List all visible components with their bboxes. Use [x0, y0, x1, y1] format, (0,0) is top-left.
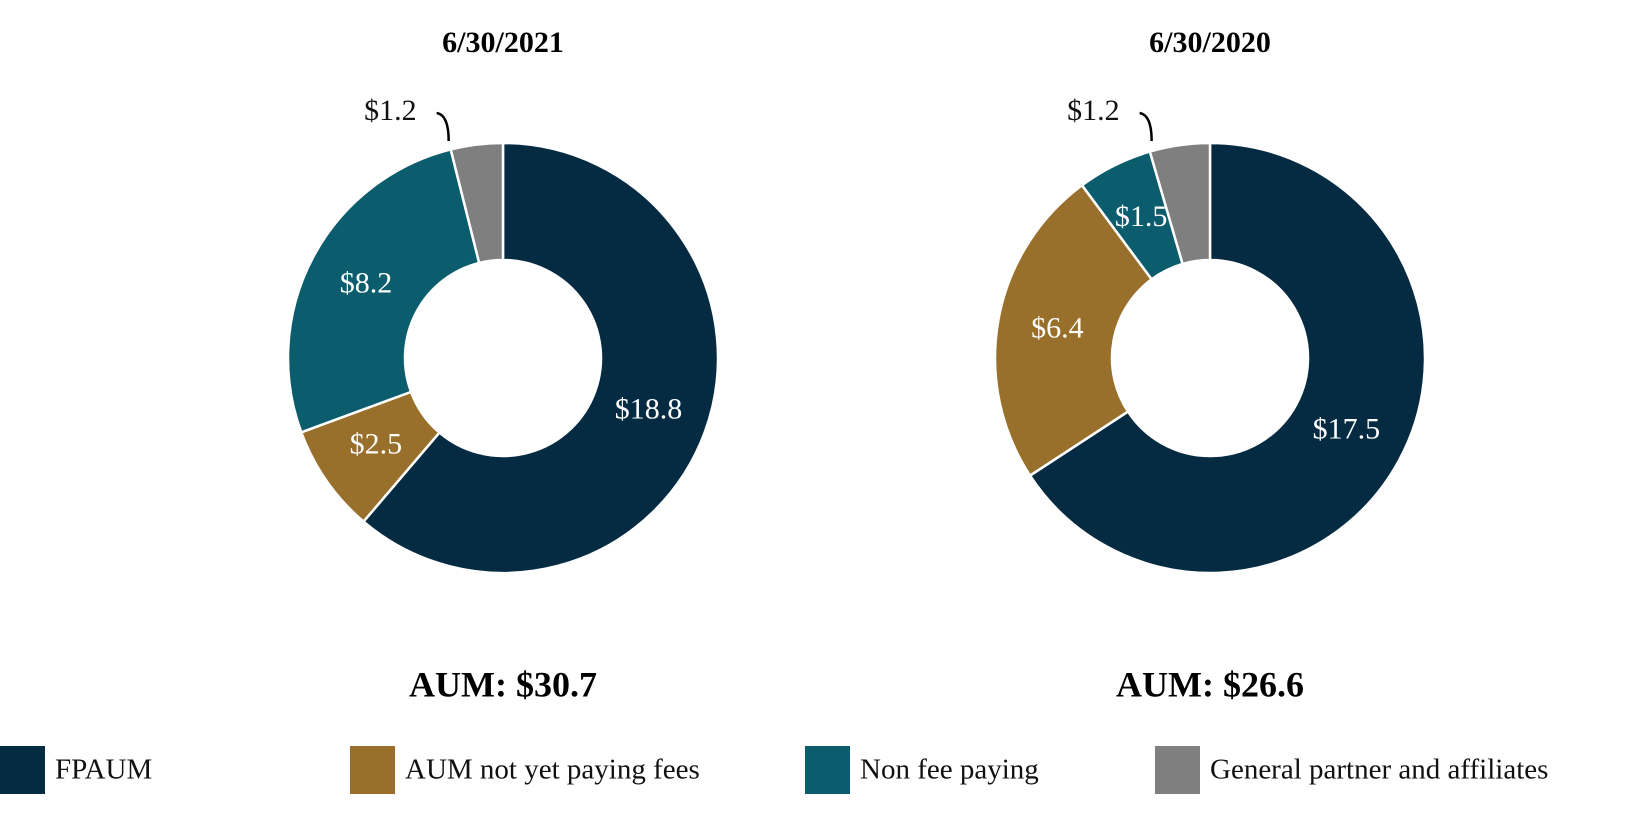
- legend-swatch: [1155, 746, 1200, 794]
- chart-title: 6/30/2020: [1149, 26, 1271, 59]
- legend-swatch: [0, 746, 45, 794]
- value-label: $17.5: [1313, 413, 1381, 446]
- label-connector: [1139, 111, 1153, 142]
- value-label: $8.2: [340, 266, 393, 299]
- value-label: $1.5: [1115, 200, 1168, 233]
- donut-segment: [993, 183, 1154, 478]
- value-label: $18.8: [615, 392, 683, 425]
- donut-segment: [1028, 141, 1427, 575]
- donut-segment: [286, 147, 481, 434]
- value-label: $1.2: [364, 94, 417, 127]
- label-connector: [436, 111, 450, 142]
- total-label: AUM: $30.7: [409, 664, 597, 704]
- legend-label: Non fee paying: [860, 754, 1039, 786]
- legend-label: FPAUM: [55, 754, 152, 786]
- legend-label: General partner and affiliates: [1210, 754, 1548, 786]
- value-label: $6.4: [1031, 312, 1084, 345]
- legend-label: AUM not yet paying fees: [405, 754, 700, 786]
- value-label: $1.2: [1067, 94, 1120, 127]
- legend-swatch: [805, 746, 850, 794]
- legend-swatch: [350, 746, 395, 794]
- donut-segment: [361, 141, 720, 575]
- chart-title: 6/30/2021: [442, 26, 564, 59]
- value-label: $2.5: [350, 428, 403, 461]
- total-label: AUM: $26.6: [1116, 664, 1304, 704]
- donut-segment: [449, 141, 505, 265]
- donut-segment: [1148, 141, 1212, 266]
